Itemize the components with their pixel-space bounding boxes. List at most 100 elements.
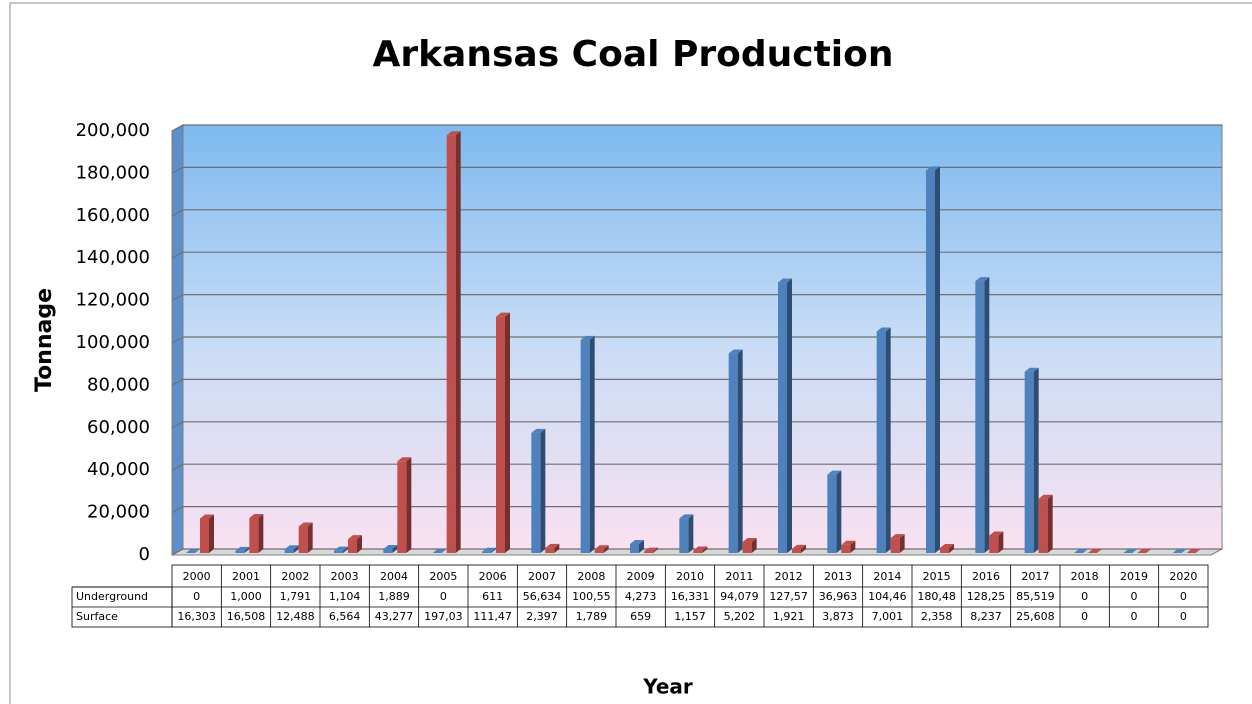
bar-side — [540, 428, 546, 553]
bar-top — [249, 514, 264, 519]
bar-top — [235, 546, 250, 551]
bar — [827, 474, 837, 553]
bar-top — [482, 547, 496, 552]
bar — [545, 547, 555, 553]
bar-side — [554, 543, 560, 553]
bar-top — [728, 349, 743, 354]
table-value: 5,202 — [724, 610, 756, 623]
table-value: 0 — [1180, 590, 1187, 603]
y-tick-label: 100,000 — [76, 332, 150, 353]
table-value: 3,873 — [822, 610, 854, 623]
table-value: 111,47 — [473, 610, 512, 623]
bar-side — [836, 470, 842, 553]
chart-title: Arkansas Coal Production — [373, 34, 894, 75]
table-value: 4,273 — [625, 590, 657, 603]
bar-top — [580, 335, 595, 340]
bar-side — [688, 514, 694, 553]
table-value: 94,079 — [720, 590, 759, 603]
y-axis-title: Tonnage — [32, 288, 57, 392]
x-tick-label: 2005 — [429, 570, 457, 583]
x-tick-label: 2015 — [923, 570, 951, 583]
grid-line — [171, 251, 1222, 259]
bar-top — [496, 312, 510, 317]
bar — [580, 339, 590, 553]
y-tick-label: 120,000 — [76, 290, 150, 311]
bar-side — [589, 335, 595, 553]
bar-side — [1033, 367, 1039, 553]
bar-top — [742, 537, 757, 542]
x-tick-label: 2004 — [380, 570, 408, 583]
table-frame — [171, 564, 1209, 628]
bar — [446, 135, 456, 554]
bar-side — [293, 545, 299, 553]
x-tick-label: 2000 — [183, 570, 211, 583]
table-value: 6,564 — [329, 610, 361, 623]
x-tick-label: 2001 — [232, 570, 260, 583]
x-tick-label: 2017 — [1021, 570, 1049, 583]
y-tick-label: 0 — [139, 544, 150, 565]
bar — [200, 518, 209, 553]
table-value: 1,889 — [378, 590, 410, 603]
table-value: 56,634 — [523, 590, 562, 603]
grid-line — [171, 294, 1222, 302]
bar — [940, 548, 949, 553]
bar-side — [935, 166, 940, 554]
x-tick-label: 2019 — [1120, 570, 1148, 583]
x-tick-label: 2011 — [725, 570, 753, 583]
y-tick-label: 80,000 — [87, 374, 150, 395]
y-tick-label: 40,000 — [87, 459, 150, 480]
y-tick-label: 60,000 — [87, 417, 150, 438]
bar-side — [258, 514, 264, 553]
bar — [284, 549, 294, 553]
table-value: 1,104 — [329, 590, 361, 603]
bar-top — [531, 428, 546, 433]
grid-line — [171, 209, 1222, 217]
bar-top — [778, 278, 792, 283]
bar — [383, 548, 393, 553]
table-value: 16,331 — [671, 590, 710, 603]
bar-side — [357, 535, 362, 553]
bar-top — [200, 514, 214, 519]
bar-top — [679, 514, 694, 519]
table-value: 8,237 — [970, 610, 1002, 623]
table-value: 128,25 — [967, 590, 1006, 603]
bar — [348, 539, 357, 553]
bar-side — [850, 540, 856, 553]
bar-top — [926, 166, 940, 171]
bar — [728, 353, 738, 553]
bar-top — [876, 327, 891, 332]
x-tick-label: 2007 — [528, 570, 556, 583]
table-value: 1,791 — [280, 590, 312, 603]
grid-line — [171, 124, 1222, 132]
bar-top — [334, 546, 348, 551]
table-value: 2,358 — [921, 610, 953, 623]
x-tick-label: 2003 — [331, 570, 359, 583]
bar-side — [885, 327, 891, 553]
grid-line — [171, 336, 1222, 344]
bar — [792, 548, 801, 553]
x-tick-label: 2020 — [1169, 570, 1197, 583]
table-value: 36,963 — [819, 590, 858, 603]
bar — [496, 316, 505, 553]
bar-top — [348, 535, 362, 540]
bar-side — [737, 349, 743, 553]
grid-line — [171, 378, 1222, 386]
x-tick-label: 2016 — [972, 570, 1000, 583]
y-tick-label: 200,000 — [76, 120, 150, 141]
bar-side — [801, 544, 806, 553]
x-tick-label: 2008 — [577, 570, 605, 583]
table-value: 611 — [482, 590, 503, 603]
bar-top — [841, 540, 856, 545]
x-tick-label: 2018 — [1071, 570, 1099, 583]
bar-top — [432, 549, 447, 553]
x-axis-title: Year — [642, 675, 693, 699]
bar-top — [1038, 494, 1053, 499]
table-value: 0 — [440, 590, 447, 603]
bar-top — [397, 457, 412, 462]
table-value: 1,000 — [230, 590, 262, 603]
bar-top — [284, 545, 299, 550]
bar-top — [940, 544, 954, 549]
grid-line — [171, 506, 1222, 514]
bar-top — [298, 522, 313, 527]
bar — [1038, 498, 1048, 553]
